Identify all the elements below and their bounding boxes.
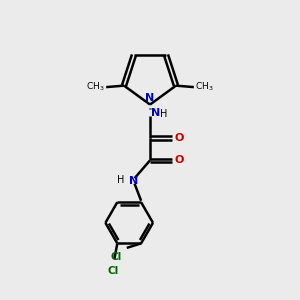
Text: H: H [160, 109, 167, 119]
Text: N: N [129, 176, 138, 186]
Text: N: N [151, 108, 160, 118]
Text: O: O [174, 155, 183, 165]
Text: H: H [117, 175, 125, 185]
Text: O: O [174, 133, 183, 143]
Text: Cl: Cl [107, 266, 118, 276]
Text: CH$_3$: CH$_3$ [86, 81, 105, 93]
Text: N: N [145, 93, 154, 103]
Text: Cl: Cl [110, 252, 122, 262]
Text: CH$_3$: CH$_3$ [195, 81, 214, 93]
